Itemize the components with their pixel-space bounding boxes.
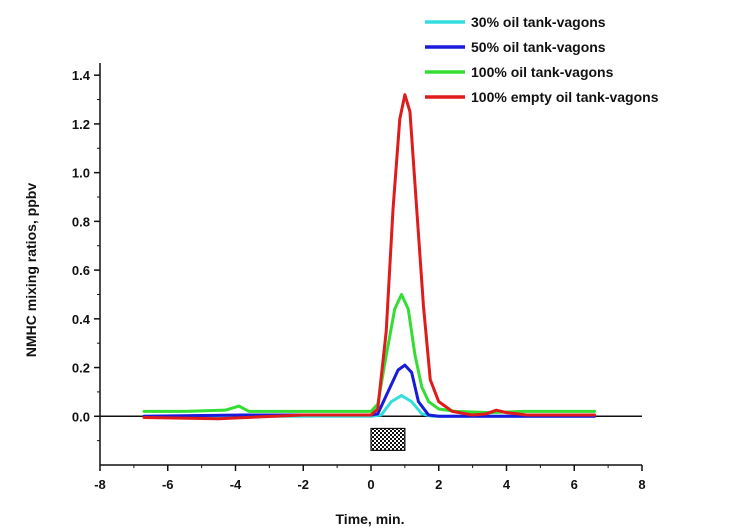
y-tick-label: 0.2: [72, 361, 90, 376]
series-lines: [142, 93, 597, 421]
x-tick-label: 4: [503, 477, 511, 492]
series-line: [142, 394, 597, 418]
series-line: [142, 363, 597, 418]
y-tick-label: 1.2: [72, 117, 90, 132]
legend-entry: 50% oil tank-vagons: [471, 39, 606, 55]
event-bar: [370, 427, 406, 451]
x-tick-label: -6: [162, 477, 174, 492]
y-axis-label: NMHC mixing ratios, ppbv: [23, 183, 39, 357]
x-tick-label: 8: [638, 477, 645, 492]
event-bar-rect: [370, 427, 406, 451]
y-tick-label: 1.0: [72, 166, 90, 181]
y-tick-label: 0.8: [72, 214, 90, 229]
legend-entry: 100% oil tank-vagons: [471, 64, 614, 80]
x-tick-label: 6: [571, 477, 578, 492]
x-axis-label: Time, min.: [336, 511, 405, 527]
x-tick-label: 0: [367, 477, 374, 492]
series-line: [142, 93, 597, 421]
y-axis-ticks: 0.0 0.2 0.4 0.6 0.8 1.0 1.2 1.4: [72, 68, 100, 442]
axes: [99, 63, 642, 466]
y-tick-label: 0.6: [72, 263, 90, 278]
x-tick-label: 2: [435, 477, 442, 492]
y-tick-label: 1.4: [72, 68, 91, 83]
x-tick-label: -8: [94, 477, 106, 492]
legend: 30% oil tank-vagons 50% oil tank-vagons 10…: [425, 14, 659, 105]
legend-entry: 30% oil tank-vagons: [471, 14, 606, 30]
y-tick-label: 0.0: [72, 409, 90, 424]
x-axis-ticks: -8 -6 -4 -2 0 2 4 6 8: [94, 465, 646, 492]
x-tick-label: -4: [230, 477, 242, 492]
x-tick-label: -2: [297, 477, 309, 492]
series-line: [142, 292, 597, 415]
y-tick-label: 0.4: [72, 312, 91, 327]
legend-entry: 100% empty oil tank-vagons: [471, 89, 659, 105]
